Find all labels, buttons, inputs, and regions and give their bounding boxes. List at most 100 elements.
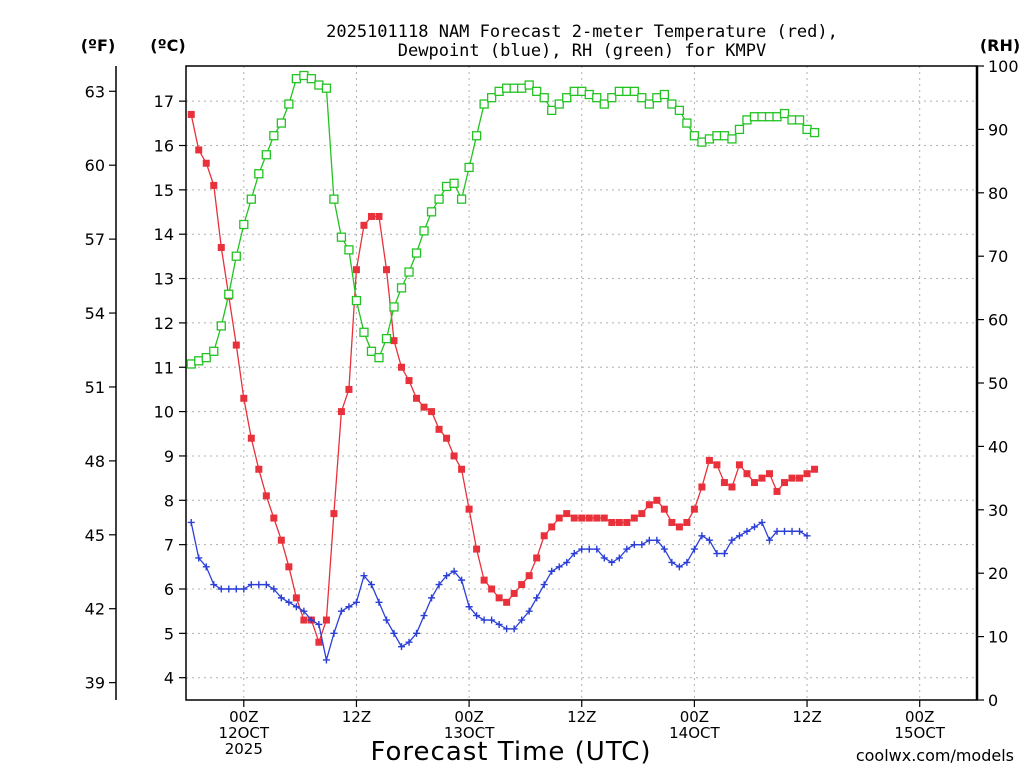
temperature-point — [488, 585, 496, 593]
rh-point — [764, 112, 775, 122]
temperature-point — [705, 456, 713, 464]
celsius-tick-label: 10 — [154, 403, 174, 422]
fahrenheit-tick-label: 45 — [85, 526, 105, 545]
rh-point — [584, 89, 594, 100]
dewpoint-point — [307, 616, 315, 624]
dewpoint-point — [766, 536, 773, 544]
dewpoint-point — [202, 563, 210, 571]
dewpoint-point — [195, 554, 203, 562]
rh-point — [802, 124, 812, 135]
rh-point — [486, 93, 497, 103]
rh-point — [689, 131, 700, 141]
dewpoint-point — [450, 567, 458, 575]
dewpoint-point — [773, 527, 781, 535]
rh-point — [704, 134, 715, 144]
rh-tick-label: 50 — [988, 374, 1008, 393]
dewpoint-point — [623, 545, 631, 553]
dewpoint-point — [232, 585, 240, 593]
dewpoint-point — [420, 612, 428, 620]
temperature-point — [533, 554, 541, 562]
dewpoint-point — [510, 625, 518, 633]
temperature-point — [743, 470, 751, 478]
temperature-point — [202, 159, 210, 167]
rh-point — [456, 194, 467, 204]
dewpoint-point — [803, 532, 811, 540]
temperature-point — [645, 501, 653, 509]
temperature-point — [510, 589, 518, 597]
rh-point — [509, 83, 519, 93]
dewpoint-point — [382, 616, 390, 624]
dewpoint-point — [796, 527, 804, 535]
rh-point — [757, 112, 767, 122]
fahrenheit-tick-label: 48 — [85, 452, 105, 471]
temperature-point — [413, 394, 421, 402]
temperature-point — [548, 523, 556, 531]
dewpoint-series — [187, 518, 811, 664]
temperature-point — [503, 598, 511, 606]
dewpoint-point — [645, 536, 653, 544]
dewpoint-point — [255, 581, 263, 589]
dewpoint-point — [488, 616, 496, 624]
rh-point — [336, 232, 347, 242]
dewpoint-point — [217, 585, 225, 593]
temperature-point — [473, 545, 481, 553]
temperature-point — [630, 514, 638, 522]
watermark: coolwx.com/models — [856, 746, 1014, 765]
dewpoint-point — [503, 625, 511, 633]
x-tick-label: 15OCT — [894, 724, 945, 742]
celsius-tick-label: 12 — [154, 314, 174, 333]
temperature-point — [337, 408, 345, 416]
temperature-point — [352, 266, 360, 274]
temperature-point — [608, 518, 616, 526]
rh-point — [727, 134, 737, 144]
rh-point — [547, 105, 557, 116]
x-tick-label: 2025 — [225, 740, 263, 758]
rh-tick-label: 80 — [988, 184, 1008, 203]
dewpoint-point — [390, 629, 398, 637]
rh-point — [464, 162, 474, 173]
rh-point — [299, 70, 309, 81]
dewpoint-point — [360, 572, 368, 580]
dewpoint-point — [615, 554, 623, 562]
x-tick-label: 00Z — [680, 708, 709, 726]
gridlines — [186, 66, 977, 700]
rh-point — [517, 83, 527, 93]
temperature-point — [773, 487, 781, 495]
x-tick-label: 12Z — [567, 708, 596, 726]
celsius-tick-label: 8 — [164, 491, 174, 510]
rh-point — [554, 99, 564, 109]
temperature-point — [563, 510, 571, 518]
temperature-point — [495, 594, 503, 602]
temperature-point — [675, 523, 683, 531]
rh-point — [396, 283, 407, 293]
dewpoint-point — [210, 581, 218, 589]
dewpoint-point — [262, 581, 270, 589]
rh-point — [599, 99, 609, 109]
temperature-point — [255, 465, 263, 473]
dewpoint-point — [367, 581, 375, 589]
x-tick-label: 13OCT — [444, 724, 495, 742]
temperature-point — [367, 212, 375, 220]
series-temp-line — [190, 114, 815, 645]
dewpoint-point — [668, 558, 676, 566]
rh-point — [471, 131, 482, 141]
dewpoint-point — [630, 541, 638, 549]
temperature-point — [698, 483, 706, 491]
rh-point — [494, 86, 504, 97]
rh-point — [659, 89, 670, 100]
dewpoint-point — [660, 545, 668, 553]
temperature-point — [713, 461, 721, 469]
temperature-point — [570, 514, 578, 522]
celsius-tick-label: 14 — [154, 225, 174, 244]
temperature-point — [518, 581, 526, 589]
dewpoint-point — [728, 536, 736, 544]
rh-point — [682, 118, 692, 128]
dewpoint-point — [495, 620, 503, 628]
rh-point — [787, 115, 797, 125]
temperature-point — [796, 474, 804, 482]
dewpoint-point — [781, 527, 789, 535]
dewpoint-point — [315, 620, 323, 628]
rh-tick-label: 30 — [988, 501, 1008, 520]
temperature-point — [360, 221, 368, 229]
plot-frame — [185, 65, 978, 701]
